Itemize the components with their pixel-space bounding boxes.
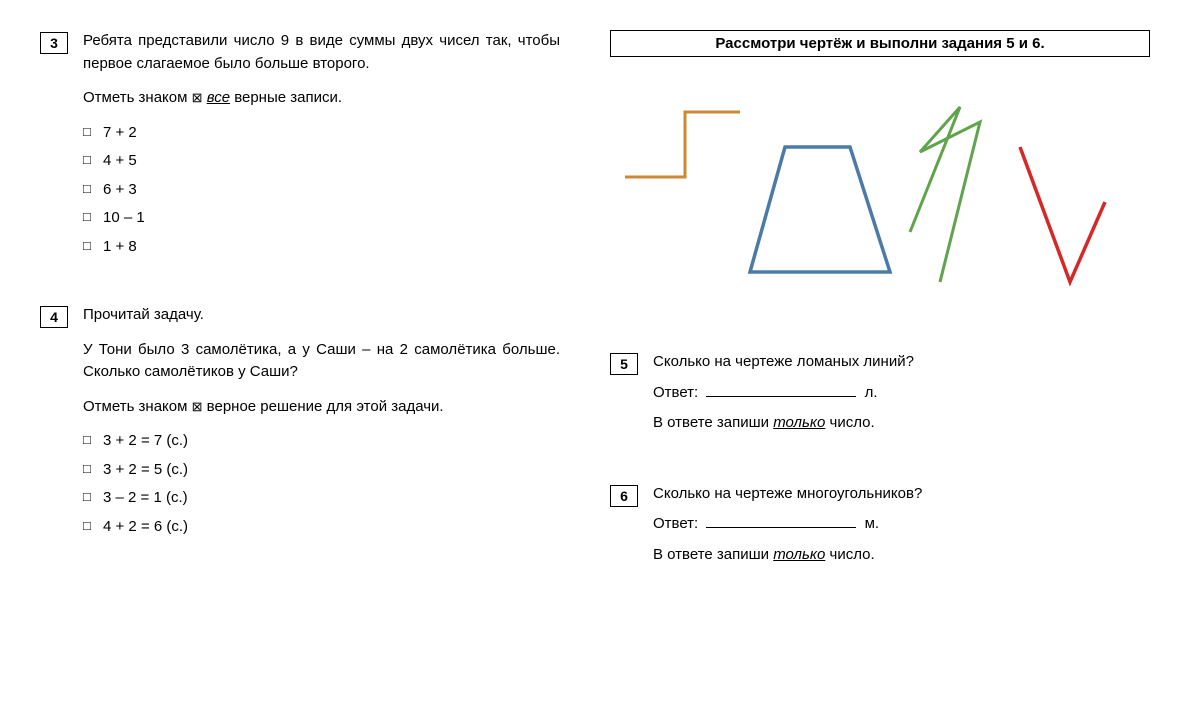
question-number-5: 5 (610, 353, 638, 375)
question-3: 3 Ребята представили число 9 в виде сумм… (40, 30, 560, 264)
trapezoid (750, 147, 890, 272)
q3-option-3[interactable]: 10 – 1 (103, 207, 560, 230)
question-number-6: 6 (610, 485, 638, 507)
question-4: 4 Прочитай задачу. У Тони было 3 самолёт… (40, 304, 560, 544)
step-line (625, 112, 740, 177)
q6-text: Сколько на чертеже многоугольников? (653, 483, 1150, 506)
q4-text-1: Прочитай задачу. (83, 304, 560, 327)
geometry-diagram (610, 77, 1150, 301)
q3-instruction: Отметь знаком ⊠ все верные записи. (83, 87, 560, 110)
q3-option-2[interactable]: 6 + 3 (103, 179, 560, 202)
question-5: 5 Сколько на чертеже ломаных линий? Отве… (610, 351, 1150, 443)
diagram-svg (610, 77, 1120, 297)
q4-option-2[interactable]: 3 – 2 = 1 (с.) (103, 487, 560, 510)
zigzag (910, 107, 980, 282)
right-instruction-header: Рассмотри чертёж и выполни задания 5 и 6… (610, 30, 1150, 57)
q4-option-3[interactable]: 4 + 2 = 6 (с.) (103, 516, 560, 539)
q4-option-1[interactable]: 3 + 2 = 5 (с.) (103, 459, 560, 482)
q3-text-1: Ребята представили число 9 в виде суммы … (83, 30, 560, 75)
q3-option-0[interactable]: 7 + 2 (103, 122, 560, 145)
vshape (1020, 147, 1105, 282)
q4-instruction: Отметь знаком ⊠ верное решение для этой … (83, 396, 560, 419)
q5-text: Сколько на чертеже ломаных линий? (653, 351, 1150, 374)
q5-answer-line: Ответ: л. (653, 382, 1150, 405)
question-number-4: 4 (40, 306, 68, 328)
q4-options: 3 + 2 = 7 (с.) 3 + 2 = 5 (с.) 3 – 2 = 1 … (83, 430, 560, 538)
q4-problem: У Тони было 3 самолётика, а у Саши – на … (83, 339, 560, 384)
q5-hint: В ответе запиши только число. (653, 412, 1150, 435)
question-number-3: 3 (40, 32, 68, 54)
q6-answer-blank[interactable] (706, 527, 856, 528)
q6-hint: В ответе запиши только число. (653, 544, 1150, 567)
question-6: 6 Сколько на чертеже многоугольников? От… (610, 483, 1150, 575)
q6-answer-line: Ответ: м. (653, 513, 1150, 536)
q3-option-1[interactable]: 4 + 5 (103, 150, 560, 173)
q4-option-0[interactable]: 3 + 2 = 7 (с.) (103, 430, 560, 453)
q3-options: 7 + 2 4 + 5 6 + 3 10 – 1 1 + 8 (83, 122, 560, 259)
q5-answer-blank[interactable] (706, 396, 856, 397)
q3-option-4[interactable]: 1 + 8 (103, 236, 560, 259)
